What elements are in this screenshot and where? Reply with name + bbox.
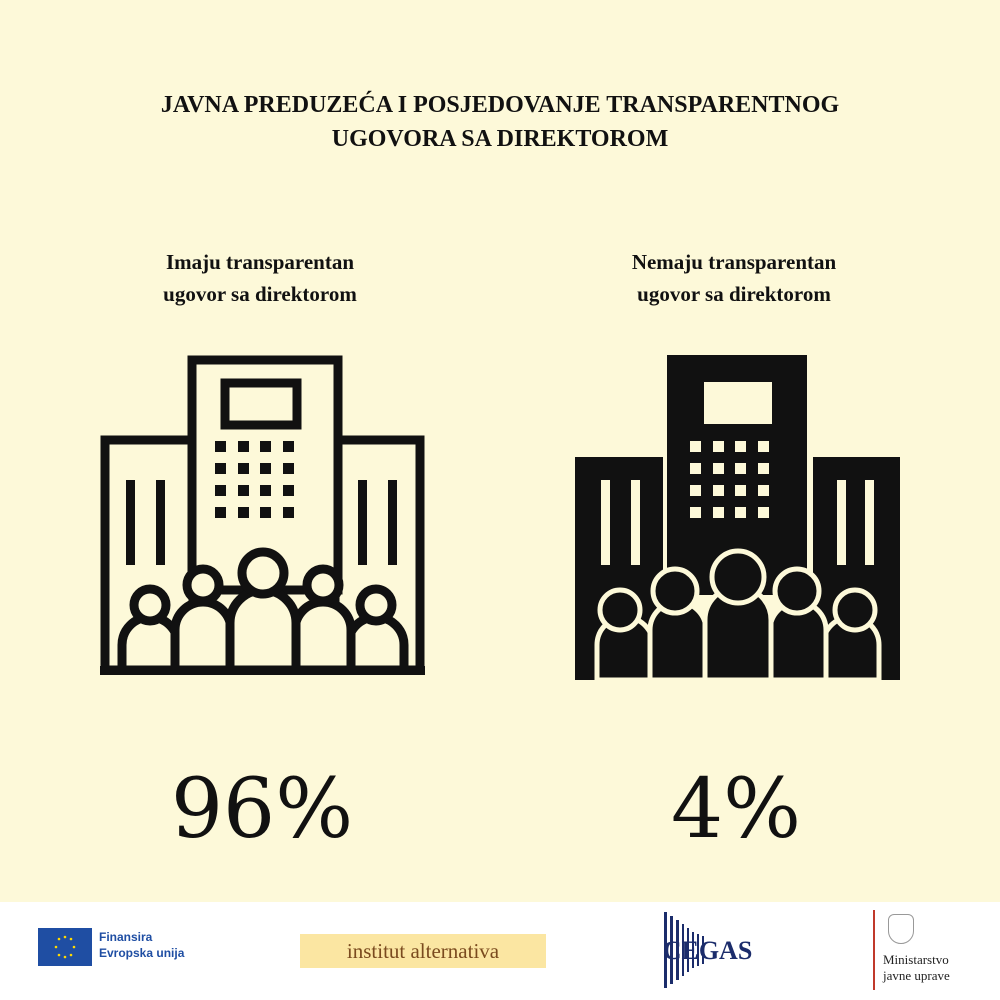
ministry-logo-text: Ministarstvo javne uprave xyxy=(883,952,950,984)
percent-have: 96% xyxy=(170,762,354,857)
building-people-outline-icon xyxy=(100,355,425,675)
title-line: UGOVORA SA DIREKTOROM xyxy=(331,126,669,152)
label-line: ugovor sa direktorom xyxy=(637,282,831,306)
title-line: JAVNA PREDUZEĆA I POSJEDOVANJE TRANSPARE… xyxy=(160,92,840,118)
cegas-logo-text: CEGAS xyxy=(662,936,753,965)
page-title: JAVNA PREDUZEĆA I POSJEDOVANJE TRANSPARE… xyxy=(0,88,1000,156)
group-label-have: Imaju transparentan ugovor sa direktorom xyxy=(110,246,410,310)
ministry-divider xyxy=(873,910,875,990)
ministry-line: javne uprave xyxy=(883,968,950,983)
group-label-not-have: Nemaju transparentan ugovor sa direktoro… xyxy=(584,246,884,310)
eu-line: Finansira xyxy=(99,930,153,944)
ministry-line: Ministarstvo xyxy=(883,952,949,967)
eu-line: Evropska unija xyxy=(99,946,185,960)
label-line: Nemaju transparentan xyxy=(631,250,837,274)
institut-alternativa-logo: institut alternativa xyxy=(300,934,546,968)
percent-not-have: 4% xyxy=(670,762,802,857)
eu-funding-text: Finansira Evropska unija xyxy=(99,929,184,961)
label-line: Imaju transparentan xyxy=(165,250,355,274)
coat-of-arms-icon xyxy=(888,914,914,944)
building-people-filled-icon xyxy=(575,355,900,680)
eu-flag-icon xyxy=(38,928,92,966)
cegas-logo-icon xyxy=(664,912,704,988)
label-line: ugovor sa direktorom xyxy=(163,282,357,306)
